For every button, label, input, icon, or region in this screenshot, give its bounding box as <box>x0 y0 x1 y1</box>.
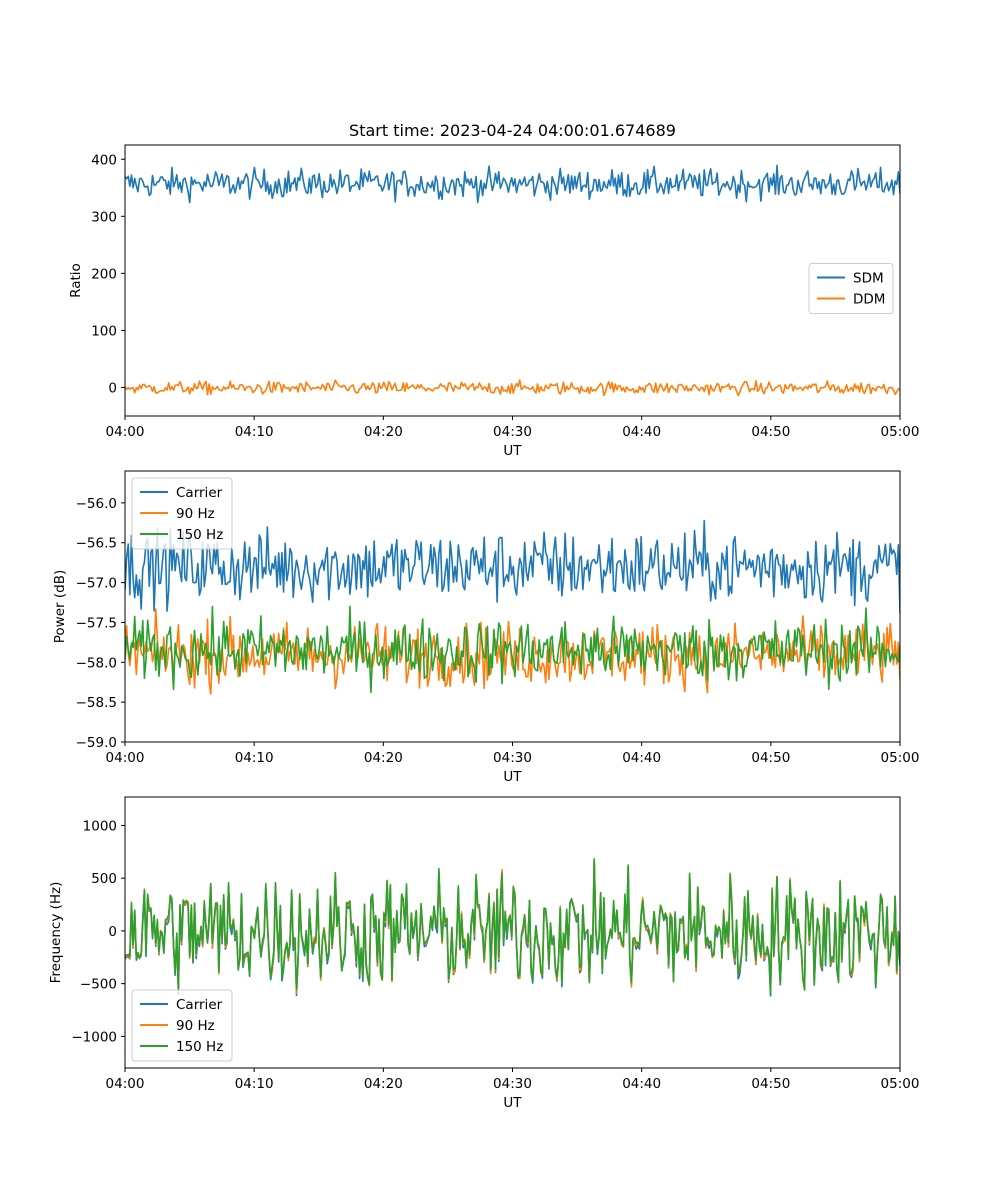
panel-2: 04:00 04:10 04:20 04:30 04:40 04:50 05:00 −59.0… <box>52 470 920 785</box>
series-line-carrier <box>125 519 900 614</box>
x-axis-label: UT <box>503 443 522 459</box>
y-axis-label: Ratio <box>68 263 84 298</box>
plot-frame <box>124 470 901 743</box>
y-tick-label: −500 <box>80 977 117 993</box>
x-tick-label: 04:20 <box>364 424 403 440</box>
x-tick-label: 05:00 <box>881 424 920 440</box>
y-tick-label: −56.5 <box>76 536 117 552</box>
y-tick-label: 400 <box>91 152 117 168</box>
y-tick-label: −59.0 <box>76 735 117 751</box>
series-line-ddm <box>125 379 900 397</box>
x-tick-label: 04:20 <box>364 750 403 766</box>
x-tick-label: 04:40 <box>622 424 661 440</box>
legend: Carrier 90 Hz 150 Hz <box>131 477 233 550</box>
x-tick-label: 04:50 <box>751 750 790 766</box>
y-tick-label: 1000 <box>83 818 117 834</box>
y-tick-label: −57.0 <box>76 576 117 592</box>
y-tick-label: −56.0 <box>76 496 117 512</box>
x-tick-label: 04:10 <box>235 750 274 766</box>
legend-entry: DDM <box>853 292 885 308</box>
y-tick-label: 300 <box>91 209 117 225</box>
x-tick-label: 04:00 <box>106 1076 145 1092</box>
x-tick-label: 04:40 <box>622 1076 661 1092</box>
legend-entry: 150 Hz <box>176 1039 223 1055</box>
legend-entry: Carrier <box>176 997 223 1013</box>
y-tick-label: −58.5 <box>76 695 117 711</box>
y-tick-label: −1000 <box>71 1029 117 1045</box>
x-tick-label: 04:10 <box>235 424 274 440</box>
y-axis-label: Frequency (Hz) <box>48 882 64 984</box>
legend-box <box>131 989 233 1062</box>
y-tick-label: 100 <box>91 323 117 339</box>
legend-entry: SDM <box>853 271 884 287</box>
x-tick-label: 04:50 <box>751 424 790 440</box>
series-line-150-hz <box>125 858 900 996</box>
chart-title: Start time: 2023-04-24 04:00:01.674689 <box>349 121 676 140</box>
x-tick-label: 04:00 <box>106 750 145 766</box>
x-tick-label: 04:20 <box>364 1076 403 1092</box>
y-tick-label: 0 <box>108 380 117 396</box>
x-tick-label: 04:10 <box>235 1076 274 1092</box>
x-tick-label: 04:00 <box>106 424 145 440</box>
y-tick-label: −57.5 <box>76 615 117 631</box>
y-axis-label: Power (dB) <box>52 570 68 643</box>
legend: Carrier 90 Hz 150 Hz <box>131 989 233 1062</box>
x-tick-label: 04:30 <box>493 750 532 766</box>
panel-1: 04:00 04:10 04:20 04:30 04:40 04:50 05:00 0 100 2… <box>68 121 919 459</box>
y-tick-label: 500 <box>91 871 117 887</box>
series-group <box>125 164 900 397</box>
x-tick-label: 05:00 <box>881 1076 920 1092</box>
series-line-150-hz <box>125 605 900 694</box>
legend-entry: 90 Hz <box>176 1018 215 1034</box>
legend-entry: 150 Hz <box>176 527 223 543</box>
legend-entry: 90 Hz <box>176 506 215 522</box>
legend-box <box>131 477 233 550</box>
panel-3: 04:00 04:10 04:20 04:30 04:40 04:50 05:00 −1000… <box>48 796 920 1111</box>
series-line-sdm <box>125 164 900 204</box>
legend-entry: Carrier <box>176 485 223 501</box>
y-tick-label: −58.0 <box>76 655 117 671</box>
x-tick-label: 04:30 <box>493 424 532 440</box>
y-tick-label: 0 <box>108 924 117 940</box>
x-axis-label: UT <box>503 1095 522 1111</box>
x-axis-label: UT <box>503 769 522 785</box>
x-tick-label: 04:40 <box>622 750 661 766</box>
x-tick-label: 05:00 <box>881 750 920 766</box>
y-tick-label: 200 <box>91 266 117 282</box>
legend: SDM DDM <box>808 263 894 314</box>
series-group <box>125 519 900 695</box>
legend-box <box>808 263 894 314</box>
series-group <box>125 857 900 997</box>
x-tick-label: 04:30 <box>493 1076 532 1092</box>
x-tick-label: 04:50 <box>751 1076 790 1092</box>
